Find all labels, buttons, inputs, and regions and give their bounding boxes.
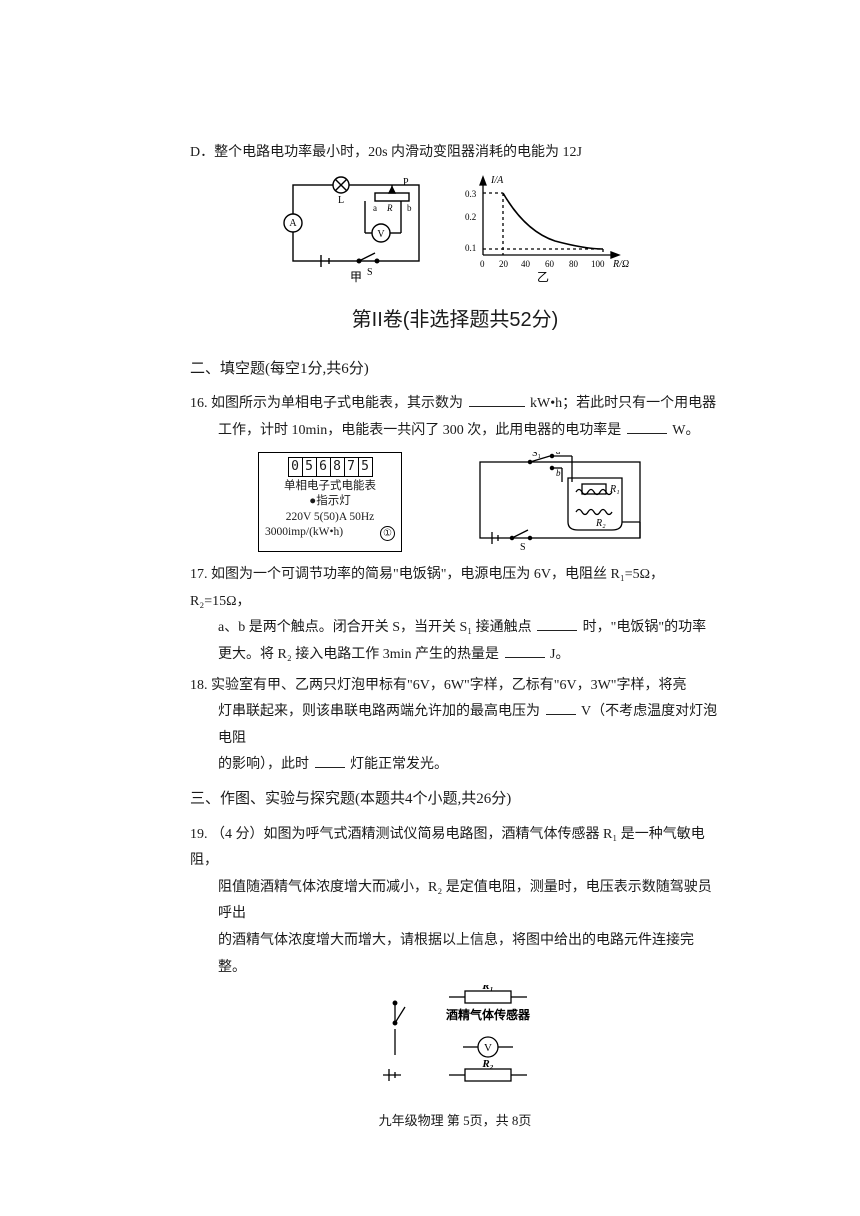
q17-l3b: J。 bbox=[550, 647, 569, 662]
q19-l3: 的酒精气体浓度增大而增大，请根据以上信息，将图中给出的电路元件连接完整。 bbox=[190, 928, 720, 981]
meter-l1: 单相电子式电能表 bbox=[265, 479, 395, 495]
svg-text:P: P bbox=[403, 177, 409, 188]
q17-l2b: 时，"电饭锅"的功率 bbox=[583, 620, 706, 635]
svg-text:60: 60 bbox=[545, 259, 555, 269]
svg-text:R: R bbox=[386, 203, 393, 213]
svg-text:0.1: 0.1 bbox=[465, 243, 476, 253]
figure-row-q16: 056875 单相电子式电能表 ●指示灯 220V 5(50)A 50Hz 30… bbox=[190, 452, 720, 552]
figure-row-optd: L P a R b A V S 甲 bbox=[190, 173, 720, 283]
blank-17a[interactable] bbox=[537, 616, 577, 631]
svg-text:S: S bbox=[520, 542, 526, 552]
q19-l2: 阻值随酒精气体浓度增大而减小，R₂ 是定值电阻，测量时，电压表示数随驾驶员呼出 bbox=[190, 875, 720, 928]
q17-l2a: a、b 是两个触点。闭合开关 S，当开关 S₁ 接通触点 bbox=[218, 620, 532, 635]
section-ii-title: 第II卷(非选择题共52分) bbox=[190, 301, 720, 339]
q19-l1: 19. （4 分）如图为呼气式酒精测试仪简易电路图，酒精气体传感器 R₁ 是一种… bbox=[190, 822, 720, 875]
svg-text:b: b bbox=[407, 203, 412, 213]
svg-text:S₁: S₁ bbox=[532, 452, 541, 459]
svg-text:A: A bbox=[289, 218, 297, 229]
blank-18a[interactable] bbox=[546, 700, 576, 715]
q17: 17. 如图为一个可调节功率的简易"电饭锅"，电源电压为 6V，电阻丝 R₁=5… bbox=[190, 562, 720, 668]
svg-text:40: 40 bbox=[521, 259, 531, 269]
q18-l2a: 灯串联起来，则该串联电路两端允许加的最高电压为 bbox=[218, 704, 540, 719]
meter-corner: ① bbox=[380, 526, 395, 541]
svg-text:b: b bbox=[556, 468, 561, 478]
blank-17b[interactable] bbox=[505, 643, 545, 658]
svg-text:I/A: I/A bbox=[490, 175, 504, 186]
q18-l3a: 的影响），此时 bbox=[218, 757, 309, 772]
svg-text:R₂: R₂ bbox=[595, 518, 606, 529]
svg-text:R/Ω: R/Ω bbox=[612, 259, 629, 270]
q19: 19. （4 分）如图为呼气式酒精测试仪简易电路图，酒精气体传感器 R₁ 是一种… bbox=[190, 822, 720, 982]
svg-text:100: 100 bbox=[591, 259, 605, 269]
svg-text:R₂: R₂ bbox=[481, 1058, 493, 1070]
page-footer: 九年级物理 第 5页，共 8页 bbox=[190, 1109, 720, 1134]
blank-16a[interactable] bbox=[469, 392, 525, 407]
svg-text:V: V bbox=[377, 229, 385, 240]
svg-text:R₁: R₁ bbox=[609, 484, 620, 495]
svg-text:R₁: R₁ bbox=[481, 985, 493, 992]
q17-l3a: 更大。将 R₂ 接入电路工作 3min 产生的热量是 bbox=[218, 647, 499, 662]
cooker-circuit: S₁ a b R₁ R₂ S bbox=[472, 452, 652, 552]
heading-fill: 二、填空题(每空1分,共6分) bbox=[190, 355, 720, 384]
svg-text:20: 20 bbox=[499, 259, 509, 269]
svg-text:a: a bbox=[373, 203, 377, 213]
chart-yi: I/A R/Ω 0.3 0.2 0.1 0 20 40 60 80 100 乙 bbox=[455, 173, 630, 283]
svg-text:a: a bbox=[556, 452, 561, 456]
q16-line1b: kW•h；若此时只有一个用电器 bbox=[530, 396, 716, 411]
figure-q19: R₁ 酒精气体传感器 V R₂ bbox=[190, 985, 720, 1095]
svg-text:S: S bbox=[367, 267, 373, 278]
meter-l2: ●指示灯 bbox=[265, 494, 395, 510]
svg-text:酒精气体传感器: 酒精气体传感器 bbox=[446, 1007, 531, 1022]
q17-l1: 17. 如图为一个可调节功率的简易"电饭锅"，电源电压为 6V，电阻丝 R₁=5… bbox=[190, 562, 720, 615]
q16-line2a: 工作，计时 10min，电能表一共闪了 300 次，此用电器的电功率是 bbox=[218, 423, 621, 438]
svg-text:0.2: 0.2 bbox=[465, 212, 476, 222]
q18: 18. 实验室有甲、乙两只灯泡甲标有"6V，6W"字样，乙标有"6V，3W"字样… bbox=[190, 673, 720, 779]
energy-meter: 056875 单相电子式电能表 ●指示灯 220V 5(50)A 50Hz 30… bbox=[258, 452, 402, 552]
blank-16b[interactable] bbox=[627, 419, 667, 434]
heading-exp: 三、作图、实验与探究题(本题共4个小题,共26分) bbox=[190, 785, 720, 814]
q16: 16. 如图所示为单相电子式电能表，其示数为 kW•h；若此时只有一个用电器 工… bbox=[190, 391, 720, 444]
circuit-jia: L P a R b A V S 甲 bbox=[281, 173, 431, 283]
meter-l4: 3000imp/(kW•h) bbox=[265, 525, 343, 541]
meter-digits: 056875 bbox=[288, 457, 373, 477]
svg-text:0: 0 bbox=[480, 259, 485, 269]
svg-text:V: V bbox=[484, 1042, 492, 1054]
option-d-text: D．整个电路电功率最小时，20s 内滑动变阻器消耗的电能为 12J bbox=[190, 140, 720, 167]
q18-l3b: 灯能正常发光。 bbox=[350, 757, 448, 772]
q16-line2b: W。 bbox=[672, 423, 699, 438]
q16-line1a: 16. 如图所示为单相电子式电能表，其示数为 bbox=[190, 396, 463, 411]
svg-text:乙: 乙 bbox=[536, 270, 548, 283]
blank-18b[interactable] bbox=[315, 753, 345, 768]
meter-l3: 220V 5(50)A 50Hz bbox=[265, 510, 395, 526]
q18-l1: 18. 实验室有甲、乙两只灯泡甲标有"6V，6W"字样，乙标有"6V，3W"字样… bbox=[190, 673, 720, 700]
svg-text:甲: 甲 bbox=[349, 270, 361, 283]
svg-text:L: L bbox=[337, 195, 343, 206]
svg-text:80: 80 bbox=[569, 259, 579, 269]
svg-text:0.3: 0.3 bbox=[465, 189, 477, 199]
